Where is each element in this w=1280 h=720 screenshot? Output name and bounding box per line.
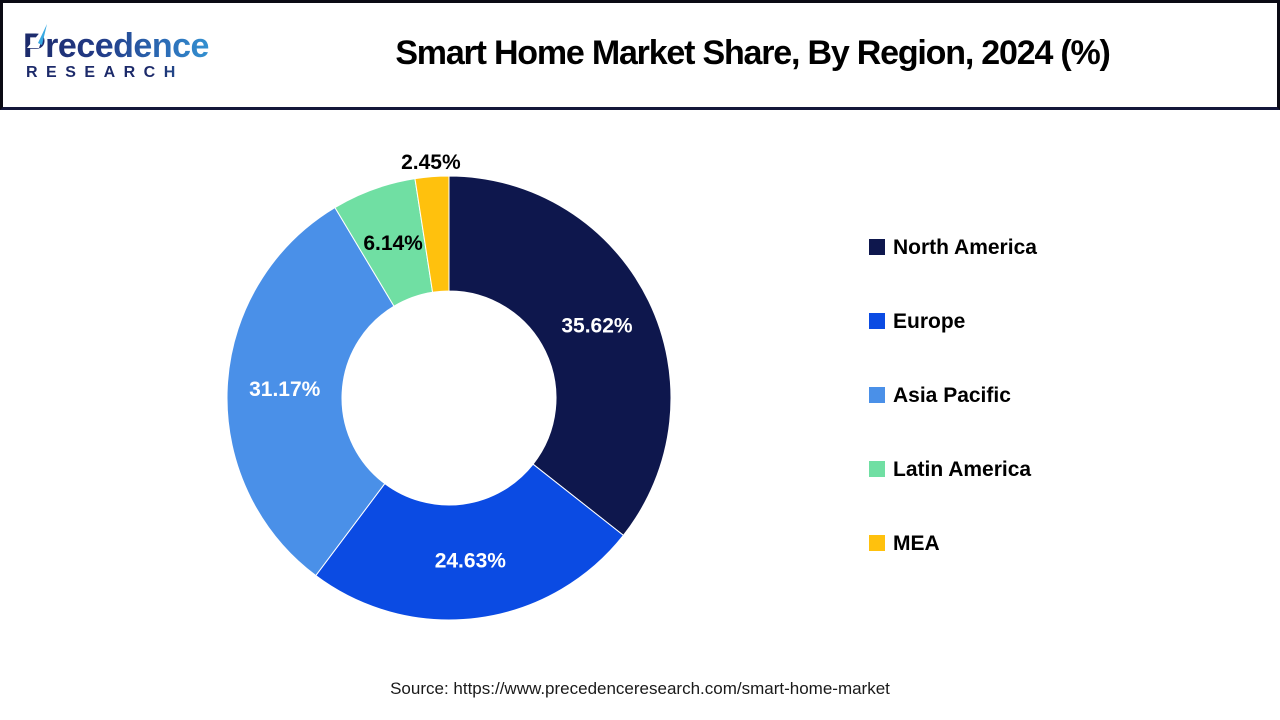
legend-swatch-mea bbox=[869, 535, 885, 551]
slice-asia-pacific bbox=[226, 206, 395, 577]
data-label-north-america: 35.62% bbox=[561, 315, 633, 338]
data-label-europe: 24.63% bbox=[435, 550, 507, 573]
logo-subtext: RESEARCH bbox=[26, 65, 238, 81]
data-label-mea: 2.45% bbox=[401, 151, 461, 174]
legend-item-north-america: North America bbox=[869, 236, 1037, 258]
slice-mea bbox=[414, 175, 450, 293]
chart-title: Smart Home Market Share, By Region, 2024… bbox=[395, 33, 1111, 72]
legend-label-mea: MEA bbox=[893, 531, 940, 555]
source-citation: Source: https://www.precedenceresearch.c… bbox=[390, 679, 890, 698]
legend-swatch-north-america bbox=[869, 239, 885, 255]
header: Precedence RESEARCH Smart Home Market Sh… bbox=[0, 0, 1280, 110]
legend-swatch-europe bbox=[869, 313, 885, 329]
legend-item-latin-america: Latin America bbox=[869, 458, 1037, 480]
legend-item-mea: MEA bbox=[869, 532, 1037, 554]
legend-label-asia-pacific: Asia Pacific bbox=[893, 383, 1011, 407]
data-label-latin-america: 6.14% bbox=[363, 232, 423, 255]
legend-item-europe: Europe bbox=[869, 310, 1037, 332]
logo-wordmark: Precedence bbox=[23, 29, 238, 63]
brand-logo: Precedence RESEARCH bbox=[23, 24, 238, 81]
legend-label-europe: Europe bbox=[893, 309, 966, 333]
donut-chart: 35.62% 24.63% 31.17% 6.14% 2.45% bbox=[226, 151, 672, 621]
legend-label-north-america: North America bbox=[893, 235, 1037, 259]
legend-label-latin-america: Latin America bbox=[893, 457, 1032, 481]
legend-item-asia-pacific: Asia Pacific bbox=[869, 384, 1037, 406]
chart-legend: North America Europe Asia Pacific Latin Ame… bbox=[869, 236, 1037, 554]
logo-arrow-icon bbox=[27, 24, 47, 48]
slice-europe bbox=[315, 463, 625, 621]
data-label-asia-pacific: 31.17% bbox=[249, 378, 321, 401]
legend-swatch-asia-pacific bbox=[869, 387, 885, 403]
legend-swatch-latin-america bbox=[869, 461, 885, 477]
slice-north-america bbox=[448, 175, 672, 537]
